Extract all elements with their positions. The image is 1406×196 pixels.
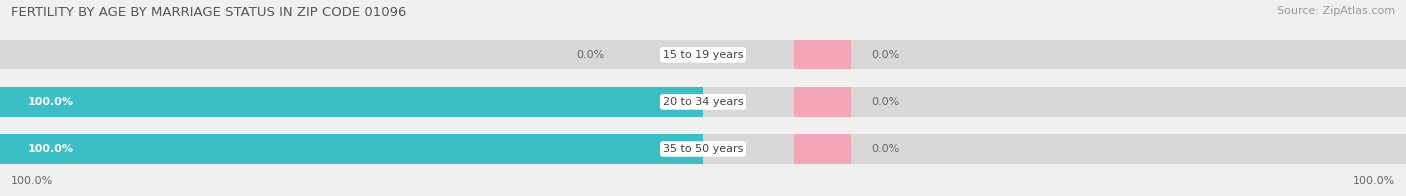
Text: 100.0%: 100.0% (1353, 176, 1395, 186)
Text: 0.0%: 0.0% (872, 97, 900, 107)
Text: FERTILITY BY AGE BY MARRIAGE STATUS IN ZIP CODE 01096: FERTILITY BY AGE BY MARRIAGE STATUS IN Z… (11, 6, 406, 19)
Bar (794, 87, 851, 116)
Text: 15 to 19 years: 15 to 19 years (662, 50, 744, 60)
Text: Source: ZipAtlas.com: Source: ZipAtlas.com (1277, 6, 1395, 16)
Bar (0, 134, 1406, 163)
Text: 100.0%: 100.0% (28, 144, 75, 154)
Text: 100.0%: 100.0% (11, 176, 53, 186)
Text: 0.0%: 0.0% (872, 50, 900, 60)
Bar (0, 87, 703, 116)
Bar (794, 134, 851, 163)
Bar (0, 40, 1406, 69)
Text: 0.0%: 0.0% (872, 144, 900, 154)
Bar (0, 87, 1406, 116)
Text: 100.0%: 100.0% (28, 97, 75, 107)
Text: 35 to 50 years: 35 to 50 years (662, 144, 744, 154)
Bar (794, 40, 851, 69)
Text: 20 to 34 years: 20 to 34 years (662, 97, 744, 107)
Text: 0.0%: 0.0% (576, 50, 605, 60)
Bar (0, 134, 703, 163)
